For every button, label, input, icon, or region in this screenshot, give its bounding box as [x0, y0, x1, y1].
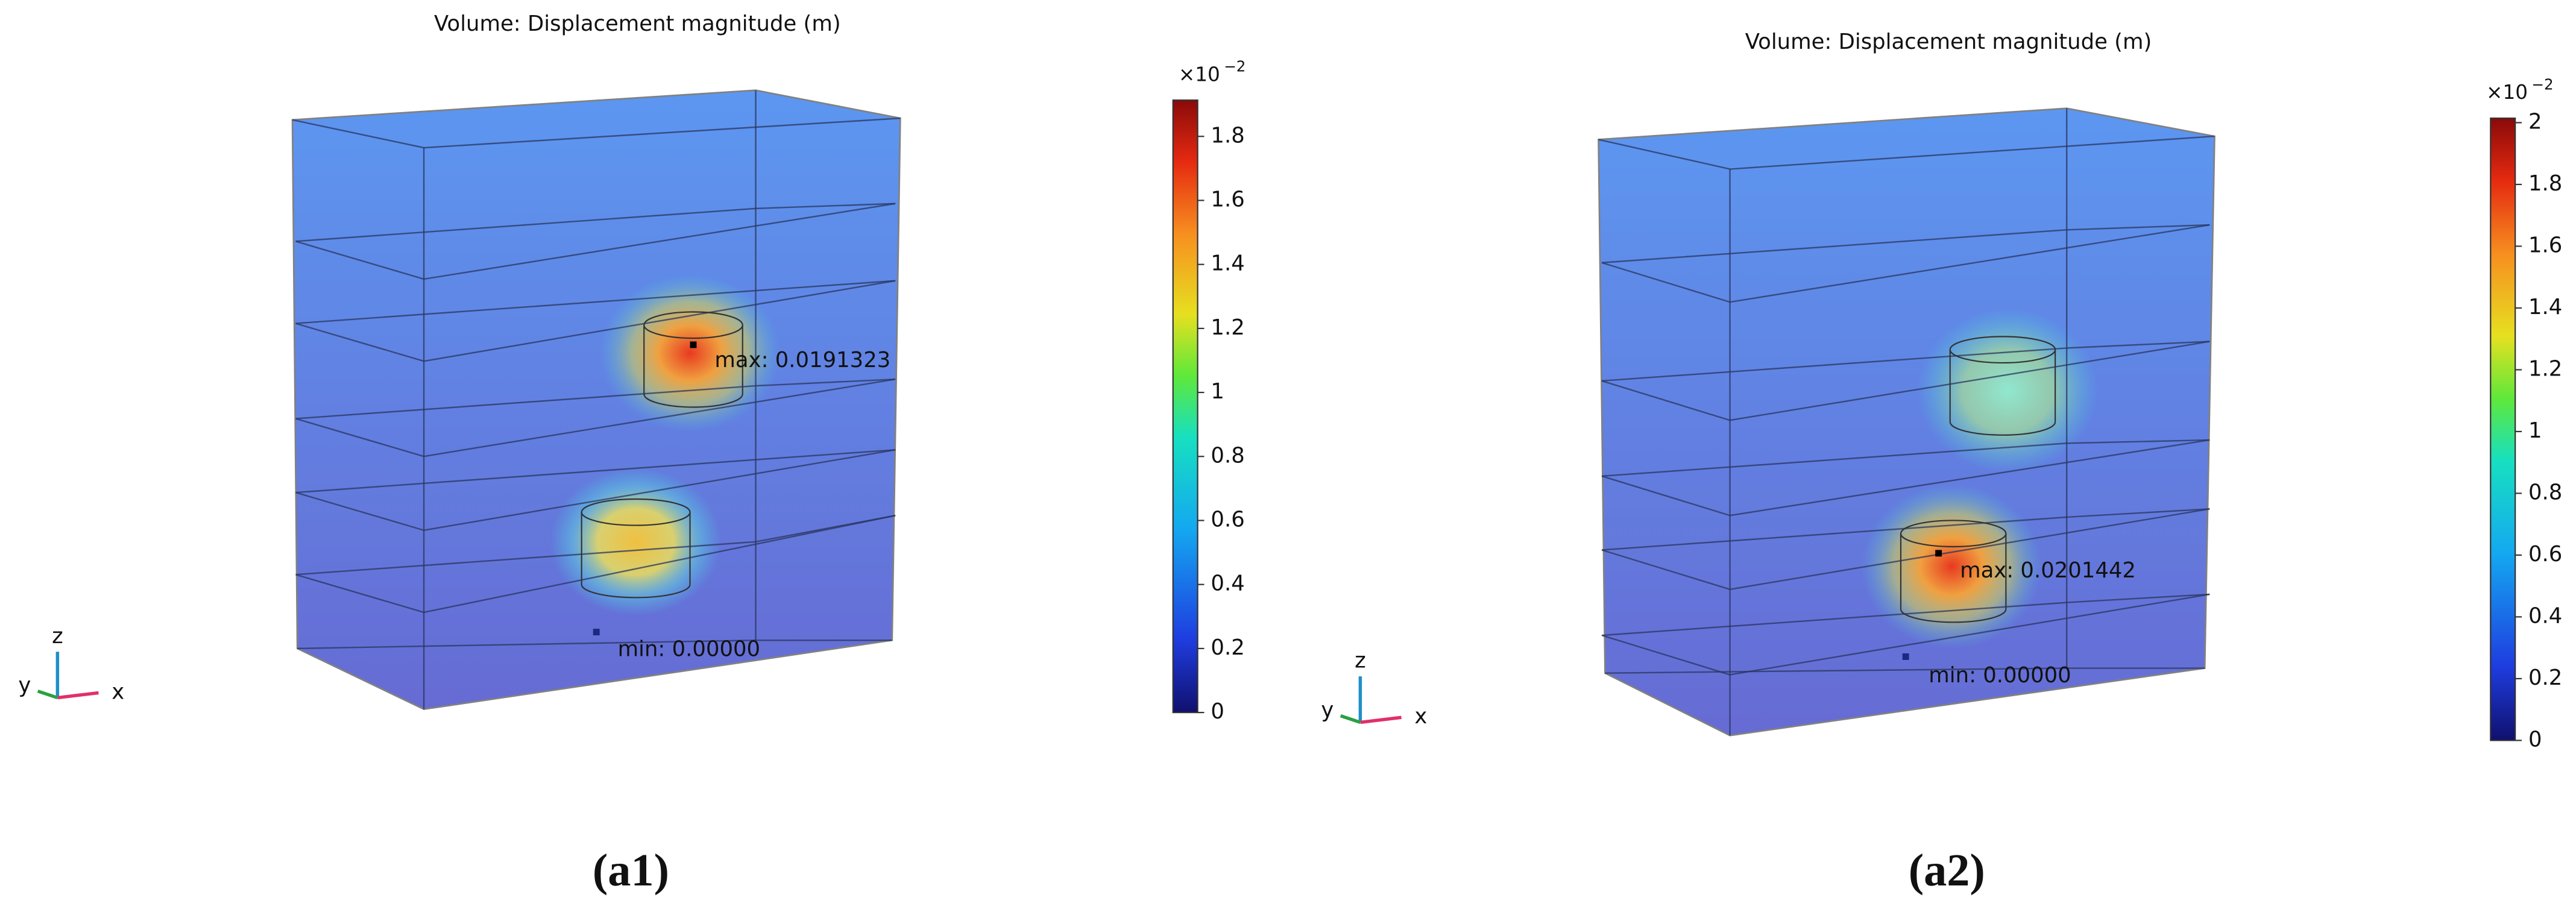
- layer-line: [295, 449, 896, 494]
- layer-line: [1601, 341, 2210, 382]
- colorbar: [2490, 118, 2516, 741]
- layer-line: [1601, 593, 2210, 676]
- cylinder: [1949, 350, 2056, 436]
- min-label: min: 0.00000: [1929, 663, 2071, 688]
- axis-y: [37, 690, 58, 700]
- axis-z-label: z: [52, 624, 63, 649]
- colorbar-tick-label: 0.8: [1211, 443, 1244, 468]
- colorbar-tick-label: 1.4: [2528, 295, 2562, 319]
- cylinder: [643, 325, 743, 408]
- edge: [1605, 667, 2205, 674]
- layer-line: [295, 203, 896, 280]
- colorbar: [1172, 99, 1198, 714]
- layer-line: [295, 280, 896, 362]
- layer-line: [295, 203, 896, 242]
- caption: (a1): [593, 844, 669, 896]
- colorbar-tick-label: 1.8: [1211, 123, 1244, 148]
- axis-z-label: z: [1355, 649, 1366, 673]
- colorbar-tick-label: 1.8: [2528, 171, 2562, 196]
- colorbar-tick-label: 1.4: [1211, 251, 1244, 276]
- colorbar-tick-label: 0.2: [1211, 635, 1244, 660]
- colorbar-tick-label: 1.6: [2528, 233, 2562, 257]
- min-label: min: 0.00000: [618, 637, 760, 662]
- cylinder: [1900, 533, 2007, 623]
- layer-line: [1601, 224, 2210, 303]
- min-marker: [593, 629, 600, 636]
- colorbar-tick-label: 0.6: [2528, 542, 2562, 567]
- layer-line: [295, 515, 896, 576]
- colorbar-scale: ×10: [1179, 63, 1220, 86]
- plot-title: Volume: Displacement magnitude (m): [1745, 30, 2152, 54]
- layer-line: [295, 378, 896, 420]
- max-marker: [1935, 550, 1942, 557]
- layer-line: [1601, 224, 2210, 264]
- layer-line: [1601, 341, 2210, 421]
- colorbar-tick-label: 1: [1211, 379, 1224, 404]
- layer-line: [1601, 508, 2210, 591]
- layer-line: [295, 449, 896, 532]
- axis-x: [1360, 715, 1402, 725]
- colorbar-exponent: −2: [2531, 76, 2553, 93]
- colorbar-tick-label: 0.4: [2528, 603, 2562, 628]
- colorbar-tick-label: 2: [2528, 110, 2542, 134]
- colorbar-scale: ×10: [2486, 81, 2528, 104]
- colorbar-tick-label: 1.2: [2528, 356, 2562, 381]
- colorbar-exponent: −2: [1224, 58, 1245, 75]
- axis-x-label: x: [112, 679, 124, 704]
- colorbar-tick-label: 0: [2528, 727, 2542, 752]
- layer-line: [1601, 593, 2210, 637]
- volume: [1598, 107, 2215, 737]
- axis-y-label: y: [18, 673, 31, 698]
- colorbar-tick-label: 0.6: [1211, 507, 1244, 532]
- plot-title: Volume: Displacement magnitude (m): [434, 11, 841, 36]
- layer-line: [1601, 439, 2210, 517]
- colorbar-tick-label: 0.4: [1211, 571, 1244, 596]
- max-label: max: 0.0201442: [1960, 558, 2136, 583]
- min-marker: [1902, 653, 1909, 660]
- colorbar-tick-label: 0: [1211, 699, 1224, 724]
- max-label: max: 0.0191323: [714, 348, 890, 372]
- hotspot: [1917, 309, 2098, 473]
- layer-line: [1601, 439, 2210, 477]
- hotspot: [550, 468, 722, 616]
- caption: (a2): [1909, 844, 1985, 896]
- colorbar-tick-label: 1.2: [1211, 315, 1244, 340]
- colorbar-tick-label: 1.6: [1211, 187, 1244, 212]
- axis-y: [1340, 714, 1361, 725]
- axis-y-label: y: [1321, 697, 1334, 722]
- colorbar-tick-label: 0.2: [2528, 665, 2562, 690]
- layer-line: [295, 378, 896, 457]
- layer-line: [295, 515, 896, 614]
- volume: [291, 89, 901, 711]
- colorbar-tick-label: 1: [2528, 418, 2542, 443]
- hotspot: [599, 274, 781, 432]
- axis-x: [57, 691, 99, 700]
- max-marker: [690, 341, 697, 348]
- axis-x-label: x: [1414, 704, 1427, 729]
- edge: [297, 640, 892, 650]
- layer-line: [1601, 508, 2210, 551]
- cylinder: [581, 512, 691, 599]
- layer-line: [295, 280, 896, 324]
- colorbar-tick-label: 0.8: [2528, 480, 2562, 505]
